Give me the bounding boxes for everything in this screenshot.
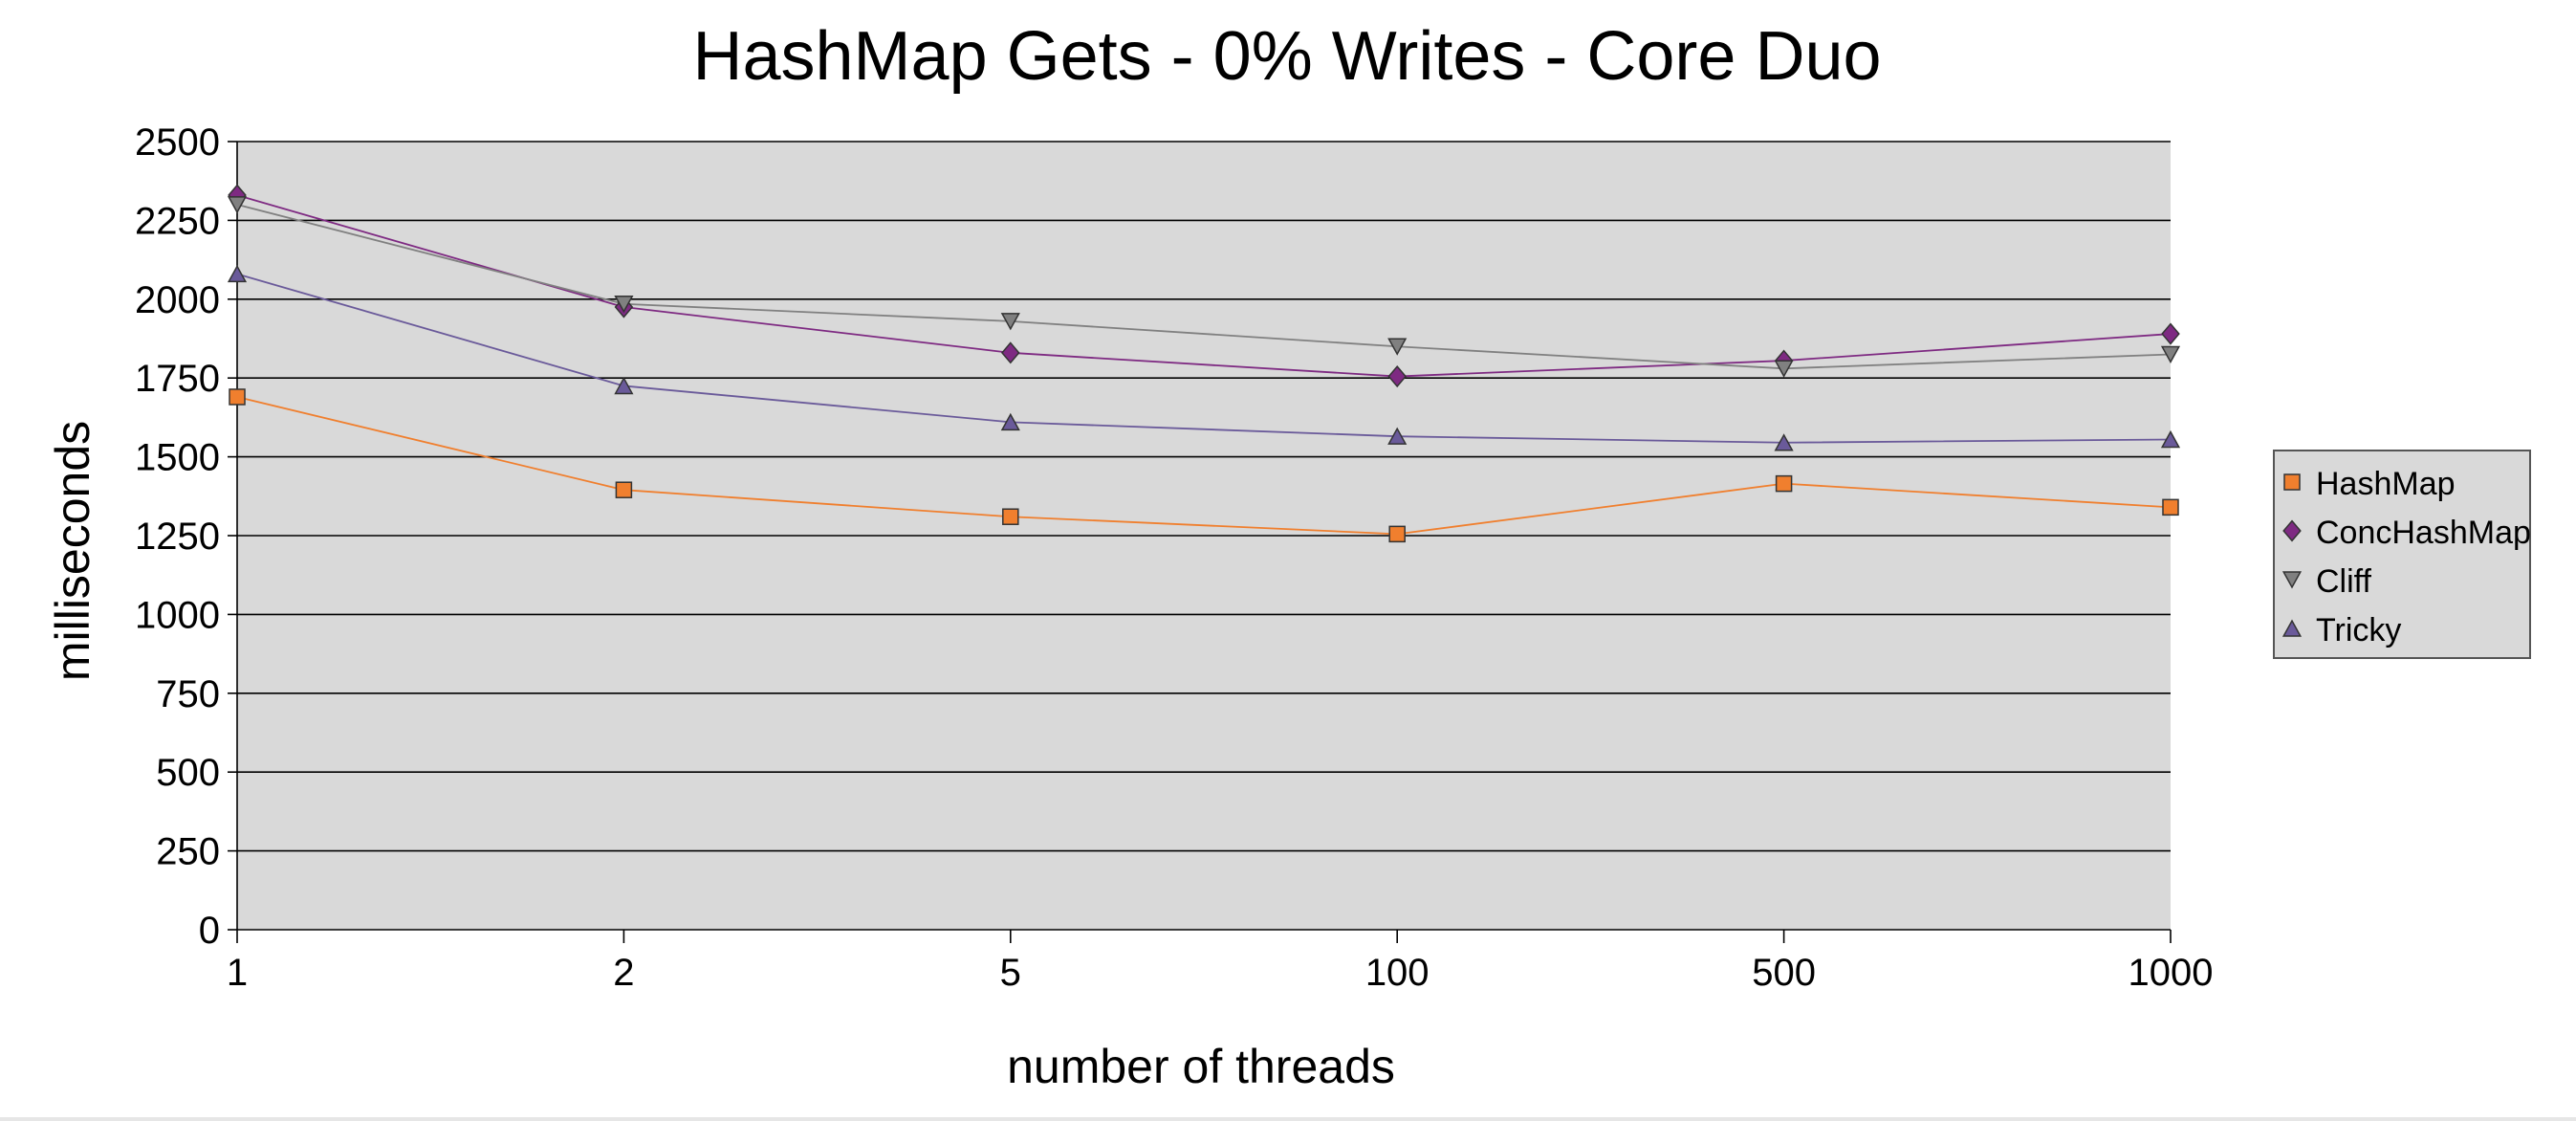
data-point xyxy=(2160,345,2181,364)
legend-entry-label: Cliff xyxy=(2316,563,2371,600)
data-point xyxy=(2160,429,2181,449)
y-axis-label: milliseconds xyxy=(46,421,99,681)
legend-marker-icon xyxy=(2281,571,2303,589)
data-point xyxy=(1775,474,1793,493)
data-point xyxy=(1000,412,1020,431)
y-tick-label: 1500 xyxy=(135,437,220,479)
gridlines xyxy=(237,141,2171,852)
x-tick-label: 2 xyxy=(613,952,634,994)
x-tick-label: 100 xyxy=(1365,952,1430,994)
y-tick-label: 2500 xyxy=(135,121,220,164)
bottom-rule xyxy=(0,1117,2576,1121)
legend-entry-label: ConcHashMap xyxy=(2316,515,2531,551)
data-point xyxy=(614,376,634,395)
series-line xyxy=(236,273,2172,444)
x-axis-ticks: 1 2 5 100 500 1000 xyxy=(227,930,2214,994)
data-point xyxy=(1000,313,1020,331)
y-tick-label: 1000 xyxy=(135,594,220,636)
x-tick-label: 1000 xyxy=(2128,952,2214,994)
data-point xyxy=(1387,364,1407,388)
data-point xyxy=(1388,525,1406,543)
legend: HashMap ConcHashMap Cliff Tricky xyxy=(2273,450,2531,659)
y-tick-label: 750 xyxy=(156,673,220,715)
y-tick-label: 2250 xyxy=(135,200,220,242)
legend-box xyxy=(2273,450,2531,659)
series-line xyxy=(236,396,2172,536)
y-axis-ticks: 0 250 500 750 1000 1250 1500 1750 2000 2250 2500 xyxy=(135,121,237,952)
x-tick-label: 1 xyxy=(227,952,248,994)
data-point xyxy=(1002,508,1019,525)
data-point xyxy=(1774,433,1794,451)
data-point xyxy=(614,295,634,314)
series-markers xyxy=(227,184,2181,543)
y-tick-label: 2000 xyxy=(135,279,220,321)
legend-marker-icon xyxy=(2283,473,2301,491)
y-tick-label: 0 xyxy=(199,910,220,952)
y-tick-label: 500 xyxy=(156,752,220,794)
series-lines xyxy=(236,194,2172,536)
x-tick-label: 5 xyxy=(1000,952,1021,994)
y-tick-label: 250 xyxy=(156,831,220,873)
legend-marker-icon xyxy=(2281,619,2303,637)
legend-entry-label: HashMap xyxy=(2316,466,2456,502)
legend-marker-icon xyxy=(2282,519,2302,542)
data-point xyxy=(1387,427,1408,445)
x-axis-label: number of threads xyxy=(1007,1040,1395,1093)
data-point xyxy=(227,196,248,214)
chart-title: HashMap Gets - 0% Writes - Core Duo xyxy=(692,18,1881,95)
data-point xyxy=(2161,322,2180,345)
y-tick-label: 1750 xyxy=(135,358,220,400)
series-line xyxy=(236,204,2172,370)
data-point xyxy=(1001,341,1020,364)
data-point xyxy=(229,388,246,406)
data-point xyxy=(227,264,248,283)
data-point xyxy=(1774,360,1794,378)
x-tick-label: 500 xyxy=(1752,952,1816,994)
legend-entry-label: Tricky xyxy=(2316,612,2401,648)
data-point xyxy=(1387,338,1408,356)
y-tick-label: 1250 xyxy=(135,516,220,558)
data-point xyxy=(615,481,633,498)
series-line xyxy=(236,194,2172,378)
data-point xyxy=(2162,498,2179,517)
